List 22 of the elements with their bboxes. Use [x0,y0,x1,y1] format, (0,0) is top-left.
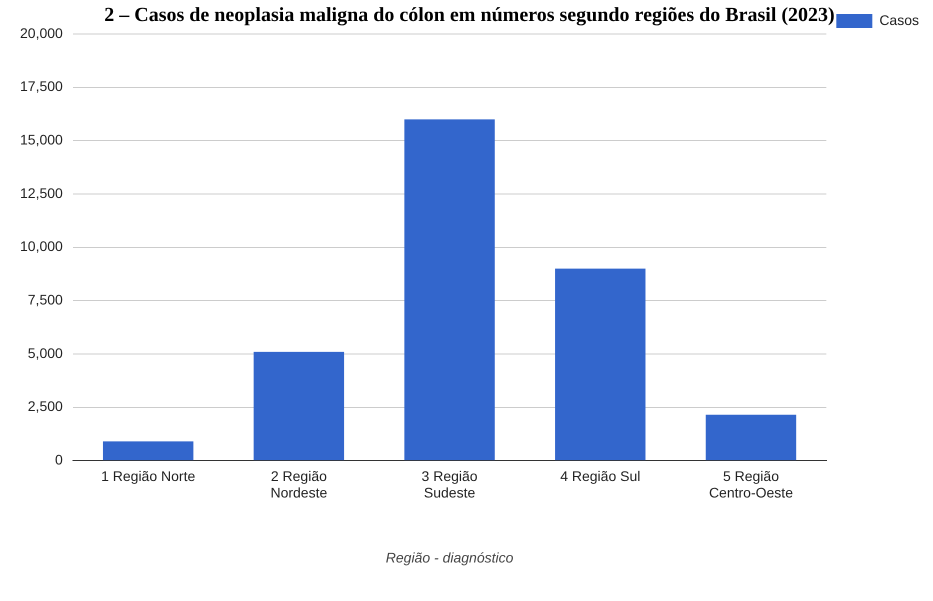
y-tick-label: 17,500 [20,78,64,94]
bar [706,414,796,460]
y-tick-label: 12,500 [20,184,64,201]
y-tick-label: 5,000 [28,344,64,361]
y-tick-label: 2,500 [28,398,64,414]
y-tick-label: 7,500 [28,291,64,308]
x-tick-label: 5 Região Centro-Oeste [708,468,794,501]
x-axis-title: Região - diagnóstico [386,549,514,566]
x-tick-label: 4 Região Sul [560,468,640,484]
bar [555,268,646,460]
y-tick-label: 0 [55,451,64,468]
y-tick-label: 15,000 [20,132,64,148]
chart-title: 2 – Casos de neoplasia maligna do cólon em números segundo regiões do Brasil (2023) [104,4,835,26]
x-tick-label: 1 Região Norte [101,468,196,484]
bar [404,119,495,460]
x-tick-label: 3 Região Sudeste [422,468,478,501]
legend-label: Casos [879,12,920,28]
x-tick-label: 2 Região Nordeste [270,468,328,501]
y-tick-label: 10,000 [20,238,64,254]
bar [254,352,344,460]
y-tick-label: 20,000 [20,24,64,41]
bar [102,441,194,460]
